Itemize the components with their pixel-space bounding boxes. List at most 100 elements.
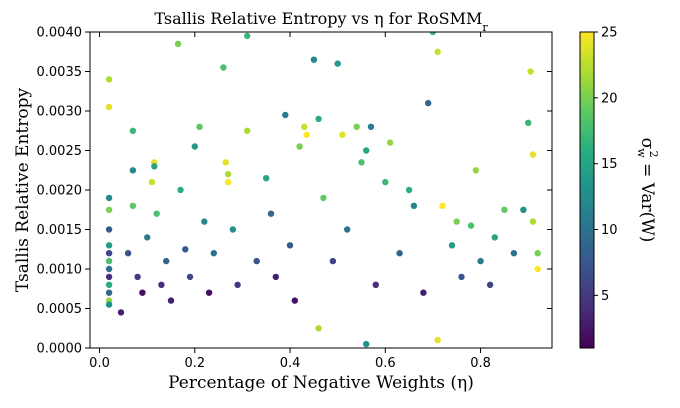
data-point [301,123,308,130]
data-point [129,167,137,174]
data-point [105,289,113,296]
data-point [134,273,141,281]
x-tick-label: 0.4 [280,356,301,371]
data-point [191,143,198,150]
colorbar-tick-label: 15 [601,157,618,172]
data-point [105,281,113,288]
data-point [510,250,518,257]
x-tick-label: 0.8 [470,356,491,371]
y-tick-label: 0.0040 [37,26,83,41]
data-point [151,163,158,170]
data-point [353,123,360,130]
data-point [525,119,532,127]
data-point [105,301,113,308]
data-point [129,202,137,209]
data-point [529,218,537,225]
data-point [220,64,227,71]
data-point [267,210,275,217]
data-point [472,167,479,174]
data-point [167,297,175,304]
y-axis-ticks: 0.0000 0.0005 0.0010 0.0015 0.0020 0.0025 0.00… [37,26,552,357]
data-point [367,123,375,130]
data-point [210,250,217,257]
colorbar [579,31,595,349]
data-point [477,257,484,265]
y-tick-label: 0.0030 [37,105,83,120]
y-tick-label: 0.0025 [37,144,83,159]
data-point [425,99,432,107]
data-point [105,103,113,111]
data-point [344,226,351,233]
data-point [363,147,370,154]
x-axis-label: Percentage of Negative Weights (η) [168,373,474,393]
data-point [234,281,241,288]
data-point [372,281,379,288]
chart-title-subscript: r [482,21,488,34]
data-point [396,250,403,257]
data-point [491,234,498,241]
plot-area-frame [89,31,553,349]
data-point [315,325,322,332]
data-point [177,186,184,194]
data-point [105,242,113,249]
y-axis-label: Tsallis Relative Entropy [13,88,33,293]
colorbar-label-sub: w [635,148,648,158]
x-tick-label: 0.2 [184,356,205,371]
data-point [105,250,113,257]
data-point [201,218,208,225]
data-point [291,297,298,304]
data-point [529,151,537,158]
colorbar-label-sup: 2 [647,151,660,158]
data-point [272,273,279,281]
data-point [244,32,251,40]
data-point [339,131,346,138]
data-point [453,218,460,225]
data-point [105,265,113,273]
colorbar-tick-label: 10 [601,223,618,238]
data-point [303,131,310,138]
data-point [253,257,260,265]
data-point [382,178,389,186]
colorbar-ticks: 5 10 15 20 25 [594,26,618,304]
data-point [144,234,151,241]
y-tick-label: 0.0005 [37,302,83,317]
data-point [363,340,370,348]
data-point [534,265,541,273]
data-point [358,159,365,166]
y-tick-label: 0.0010 [37,263,83,278]
data-point [420,289,427,296]
data-point [520,206,527,213]
data-point [448,242,456,249]
data-point [105,206,113,213]
data-point [434,336,441,344]
data-point [429,32,437,36]
data-point [229,226,237,233]
x-tick-label: 0.6 [375,356,396,371]
data-point [405,186,413,194]
data-point [224,171,232,178]
y-tick-label: 0.0020 [37,184,83,199]
data-point [163,257,170,265]
data-point [158,281,165,288]
x-axis-ticks: 0.0 0.2 0.4 0.6 0.8 [89,32,491,371]
data-point [105,273,113,281]
x-tick-label: 0.0 [89,356,110,371]
data-point [386,139,394,146]
data-point [286,242,294,249]
data-point [105,194,113,202]
colorbar-tick-label: 5 [601,289,609,304]
data-point [434,48,441,55]
colorbar-tick-label: 20 [601,91,618,106]
data-point [153,210,160,217]
data-point [527,68,534,75]
data-point [148,178,156,186]
data-point [320,194,327,202]
data-point [467,222,475,229]
data-point [410,202,418,209]
data-point [117,309,125,316]
data-point [124,250,132,257]
data-point [182,246,189,253]
data-point [222,159,229,166]
data-point [458,273,465,281]
